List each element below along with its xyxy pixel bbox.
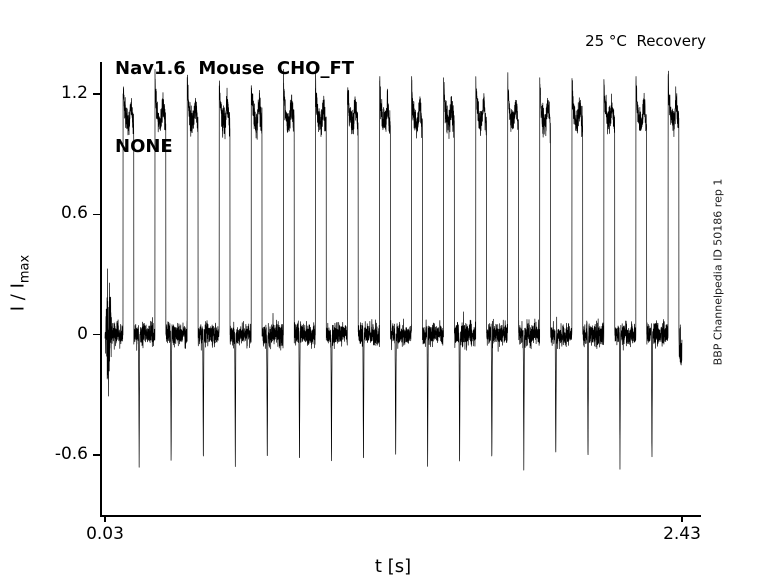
x-tick-label: 2.43 bbox=[663, 524, 701, 544]
y-axis-label-subscript: max bbox=[17, 254, 33, 284]
y-tick-mark bbox=[93, 454, 100, 456]
watermark-text: BBP Channelpedia ID 50186 rep 1 bbox=[711, 178, 725, 366]
y-tick-mark bbox=[93, 93, 100, 95]
y-tick-label: 1.2 bbox=[60, 83, 88, 104]
y-tick-label: 0 bbox=[77, 323, 88, 344]
temperature-protocol-annotation: 25 °C Recovery bbox=[585, 32, 706, 50]
x-axis-label: t [s] bbox=[374, 556, 412, 577]
y-tick-label: -0.6 bbox=[54, 443, 88, 464]
x-tick-label: 0.03 bbox=[86, 524, 124, 544]
y-tick-label: 0.6 bbox=[60, 203, 88, 224]
y-axis-label: I / Imax bbox=[8, 255, 33, 311]
x-tick-mark bbox=[104, 515, 106, 522]
x-axis-spine bbox=[100, 515, 701, 517]
x-tick-mark bbox=[681, 515, 683, 522]
y-axis-label-main: I / I bbox=[7, 283, 29, 312]
y-tick-mark bbox=[93, 213, 100, 216]
signal-trace bbox=[100, 62, 700, 515]
y-tick-mark bbox=[93, 333, 100, 336]
